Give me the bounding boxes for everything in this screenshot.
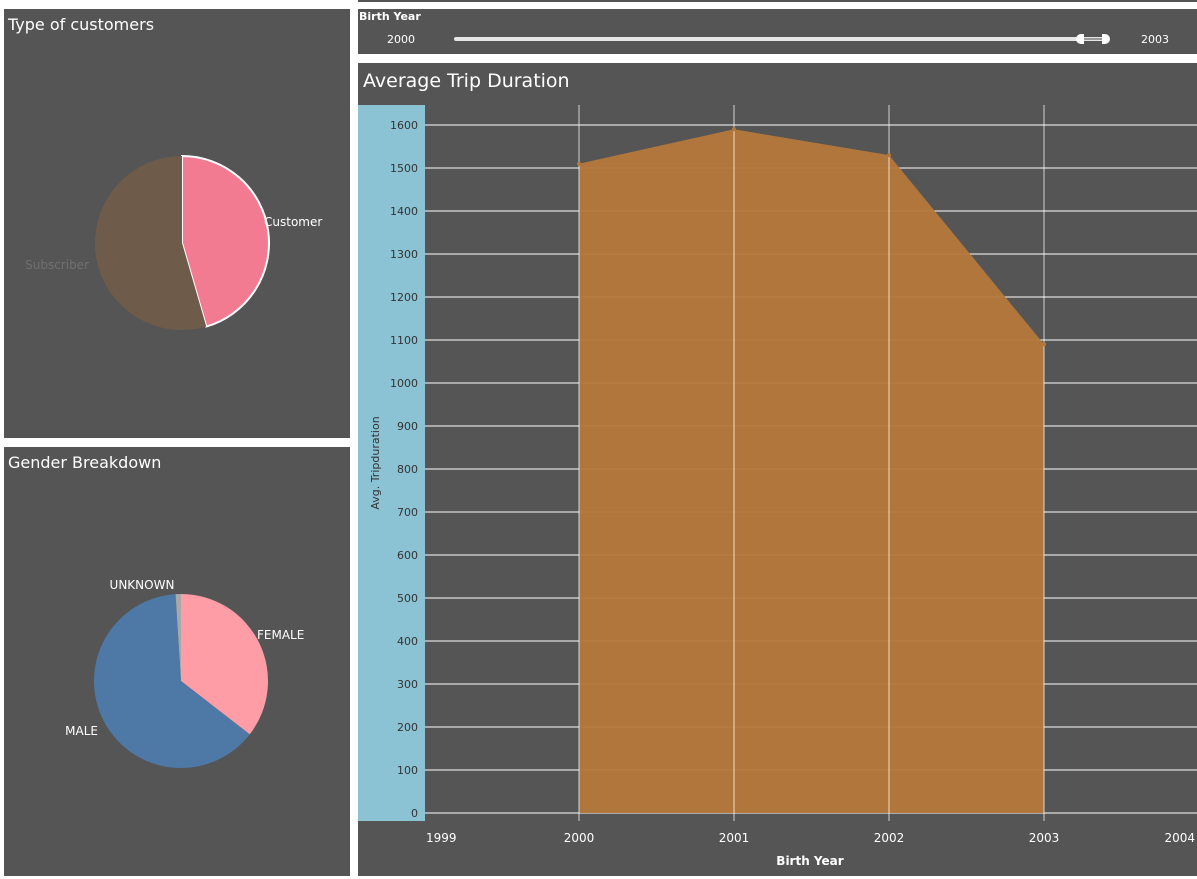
range-slider-min-handle[interactable] bbox=[1076, 34, 1084, 44]
gender-label-female: FEMALE bbox=[257, 628, 304, 642]
gender-title: Gender Breakdown bbox=[8, 453, 162, 472]
y-tick-label-1200: 1200 bbox=[390, 291, 418, 304]
trip-duration-area-chart[interactable]: 0 100 200 300 400 500 600 700 800 900 1000 1100 1200… bbox=[358, 63, 1197, 876]
y-tick-label-1600: 1600 bbox=[390, 119, 418, 132]
x-tick-label-2004: 2004 bbox=[1164, 831, 1195, 845]
y-tick-label-0: 0 bbox=[411, 807, 418, 820]
y-tick-label-600: 600 bbox=[397, 549, 418, 562]
birth-year-filter: Birth Year 2000 2003 bbox=[358, 9, 1197, 54]
gender-pie-chart[interactable]: FEMALE MALE UNKNOWN bbox=[4, 447, 350, 876]
data-point-2003[interactable] bbox=[1042, 342, 1046, 347]
data-point-2000[interactable] bbox=[577, 161, 581, 166]
x-tick-label-2000: 2000 bbox=[564, 831, 595, 845]
range-slider-track[interactable] bbox=[454, 37, 1107, 41]
filter-min-label: 2000 bbox=[387, 33, 415, 46]
customers-label-subscriber: Subscriber bbox=[25, 258, 89, 272]
x-tick-label-2003: 2003 bbox=[1029, 831, 1060, 845]
y-tick-label-1400: 1400 bbox=[390, 205, 418, 218]
y-axis-band bbox=[358, 105, 425, 821]
x-tick-label-1999: 1999 bbox=[426, 831, 457, 845]
trip-title: Average Trip Duration bbox=[363, 70, 570, 92]
gender-label-male: MALE bbox=[65, 724, 98, 738]
data-point-2002[interactable] bbox=[887, 153, 891, 158]
filter-title: Birth Year bbox=[359, 10, 421, 23]
x-axis-title: Birth Year bbox=[776, 854, 843, 868]
gender-slice-male[interactable] bbox=[93, 594, 250, 768]
x-tick-label-2001: 2001 bbox=[719, 831, 750, 845]
y-tick-label-1000: 1000 bbox=[390, 377, 418, 390]
y-tick-label-1500: 1500 bbox=[390, 162, 418, 175]
y-tick-label-900: 900 bbox=[397, 420, 418, 433]
gender-slice-female[interactable] bbox=[181, 594, 268, 735]
customers-pie-chart[interactable]: Customer Subscriber bbox=[4, 9, 350, 438]
customers-panel: Type of customers Customer Subscriber bbox=[4, 9, 350, 438]
y-axis-title: Avg. Tripduration bbox=[369, 416, 382, 509]
trip-duration-panel: Average Trip Duration 0 100 200 300 400 500 60… bbox=[358, 63, 1197, 876]
gender-slice-unknown[interactable] bbox=[175, 594, 181, 681]
customers-label-customer: Customer bbox=[264, 215, 322, 229]
y-tick-label-800: 800 bbox=[397, 463, 418, 476]
range-slider-max-handle[interactable] bbox=[1102, 34, 1110, 44]
gender-panel: Gender Breakdown FEMALE MALE UNKNOWN bbox=[4, 447, 350, 876]
y-tick-label-200: 200 bbox=[397, 721, 418, 734]
x-tick-label-2002: 2002 bbox=[874, 831, 905, 845]
customers-title: Type of customers bbox=[8, 15, 155, 34]
customers-slice-customer[interactable] bbox=[181, 154, 270, 328]
filter-max-label: 2003 bbox=[1141, 33, 1169, 46]
top-divider bbox=[358, 0, 1197, 2]
y-tick-label-500: 500 bbox=[397, 592, 418, 605]
customers-slice-subscriber[interactable] bbox=[95, 156, 207, 331]
range-slider-remaining bbox=[1081, 38, 1103, 40]
y-tick-label-100: 100 bbox=[397, 764, 418, 777]
area-series[interactable] bbox=[579, 129, 1044, 814]
data-point-2001[interactable] bbox=[732, 127, 736, 132]
y-tick-label-400: 400 bbox=[397, 635, 418, 648]
y-tick-label-700: 700 bbox=[397, 506, 418, 519]
gender-label-unknown: UNKNOWN bbox=[110, 578, 175, 592]
y-tick-label-1100: 1100 bbox=[390, 334, 418, 347]
y-tick-label-1300: 1300 bbox=[390, 248, 418, 261]
y-tick-label-300: 300 bbox=[397, 678, 418, 691]
